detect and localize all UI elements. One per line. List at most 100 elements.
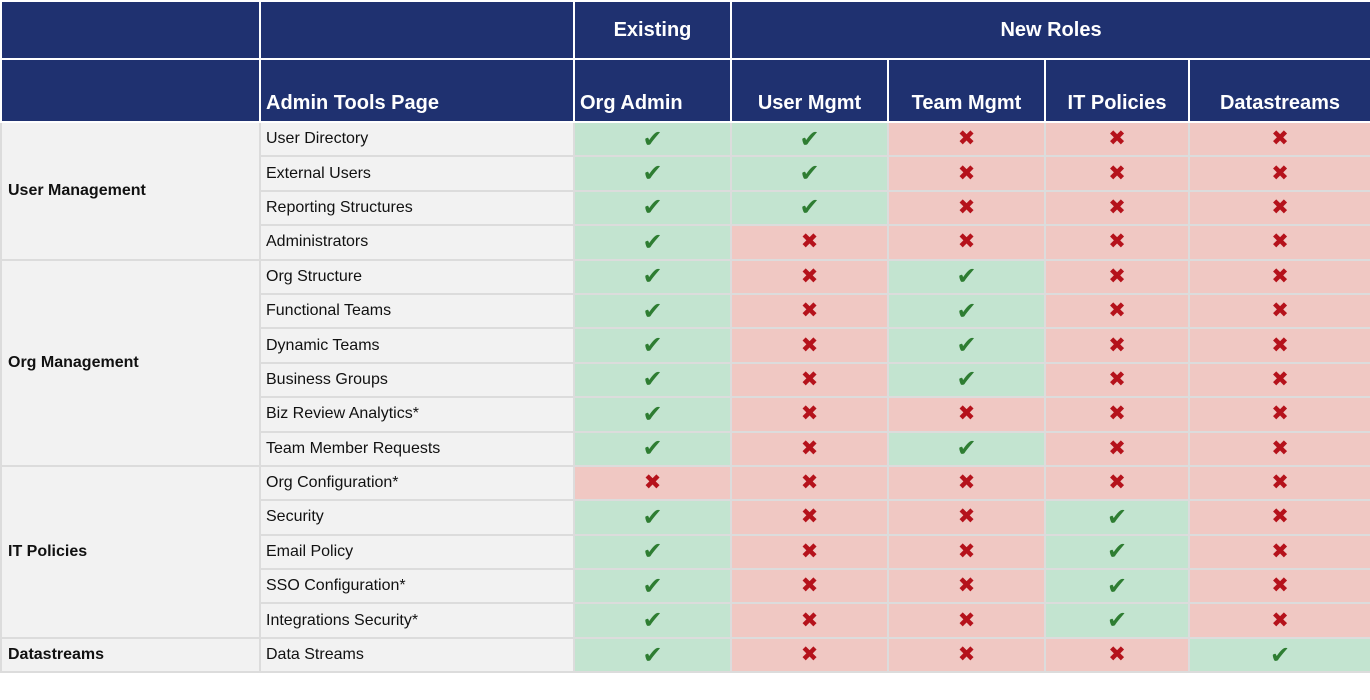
access-cell-user-mgmt: ✔ <box>730 189 889 227</box>
access-cell-user-mgmt: ✖ <box>730 499 889 536</box>
access-cell-user-mgmt: ✖ <box>730 396 889 433</box>
check-icon: ✔ <box>642 365 663 394</box>
table-row: Functional Teams ✔ ✖ ✔ ✖ ✖ <box>1 292 1370 330</box>
check-icon: ✔ <box>642 124 663 153</box>
table-row: Biz Review Analytics* ✔ ✖ ✖ ✖ ✖ <box>1 396 1370 433</box>
check-icon: ✔ <box>956 296 977 325</box>
table-row: Datastreams Data Streams ✔ ✖ ✖ ✖ ✔ <box>0 636 1370 674</box>
access-cell-it-policies: ✔ <box>1044 499 1190 536</box>
admin-page-name: Reporting Structures <box>259 189 575 227</box>
admin-page-name: SSO Configuration* <box>259 568 575 605</box>
cross-icon: ✖ <box>1108 298 1126 323</box>
table-row: Reporting Structures ✔ ✔ ✖ ✖ ✖ <box>1 189 1370 227</box>
cross-icon: ✖ <box>1108 194 1126 219</box>
access-cell-user-mgmt: ✖ <box>730 327 889 364</box>
check-icon: ✔ <box>1106 537 1128 566</box>
admin-page-name: External Users <box>259 155 575 192</box>
cross-icon: ✖ <box>1271 470 1289 495</box>
access-cell-user-mgmt: ✔ <box>730 155 889 192</box>
admin-page-name: Data Streams <box>259 636 575 674</box>
cross-icon: ✖ <box>957 642 976 667</box>
table-row: Email Policy ✔ ✖ ✖ ✔ ✖ <box>1 533 1370 571</box>
access-cell-it-policies: ✔ <box>1044 602 1190 639</box>
access-cell-user-mgmt: ✖ <box>730 533 889 571</box>
group-label: User Management <box>0 121 261 261</box>
access-cell-datastreams: ✖ <box>1187 396 1370 433</box>
access-cell-team-mgmt: ✖ <box>887 533 1046 571</box>
table-row: IT Policies Org Configuration* ✖ ✖ ✖ ✖ ✖ <box>0 464 1370 639</box>
column-header-user-mgmt: User Mgmt <box>730 58 889 123</box>
access-cell-datastreams: ✖ <box>1187 602 1370 639</box>
check-icon: ✔ <box>642 227 663 256</box>
access-cell-it-policies: ✖ <box>1044 361 1190 399</box>
cross-icon: ✖ <box>1108 642 1126 667</box>
check-icon: ✔ <box>642 262 663 291</box>
table-row: Business Groups ✔ ✖ ✔ ✖ ✖ <box>1 361 1370 399</box>
access-cell-org-admin: ✔ <box>573 361 732 399</box>
access-cell-it-policies: ✖ <box>1044 258 1190 295</box>
cross-icon: ✖ <box>957 229 976 254</box>
access-cell-user-mgmt: ✖ <box>730 602 889 639</box>
column-header-admin-tools-page: Admin Tools Page <box>259 58 575 123</box>
access-cell-team-mgmt: ✔ <box>887 361 1046 399</box>
check-icon: ✔ <box>1106 502 1128 531</box>
check-icon: ✔ <box>1106 606 1128 635</box>
access-cell-datastreams: ✖ <box>1187 499 1370 536</box>
cross-icon: ✖ <box>800 435 819 460</box>
access-cell-team-mgmt: ✖ <box>887 189 1046 227</box>
access-cell-team-mgmt: ✖ <box>887 568 1046 605</box>
cross-icon: ✖ <box>800 229 819 254</box>
access-cell-datastreams: ✖ <box>1187 155 1370 192</box>
admin-page-name: Team Member Requests <box>259 430 575 467</box>
access-cell-datastreams: ✖ <box>1187 224 1370 261</box>
access-cell-org-admin: ✔ <box>573 602 732 639</box>
check-icon: ✔ <box>799 124 820 153</box>
check-icon: ✔ <box>956 434 977 463</box>
cross-icon: ✖ <box>800 607 819 632</box>
access-cell-it-policies: ✖ <box>1044 327 1190 364</box>
access-cell-team-mgmt: ✖ <box>887 155 1046 192</box>
cross-icon: ✖ <box>1271 435 1289 460</box>
check-icon: ✔ <box>1106 571 1128 600</box>
check-icon: ✔ <box>642 640 663 669</box>
admin-page-name: Biz Review Analytics* <box>259 396 575 433</box>
access-cell-org-admin: ✔ <box>573 292 732 330</box>
access-cell-datastreams: ✖ <box>1187 292 1370 330</box>
column-header-datastreams: Datastreams <box>1187 58 1370 123</box>
cross-icon: ✖ <box>800 470 819 495</box>
cross-icon: ✖ <box>800 366 819 391</box>
access-cell-user-mgmt: ✖ <box>730 636 889 674</box>
check-icon: ✔ <box>642 434 663 463</box>
cross-icon: ✖ <box>1271 160 1289 185</box>
admin-page-name: Administrators <box>259 224 575 261</box>
check-icon: ✔ <box>642 606 663 635</box>
access-cell-user-mgmt: ✖ <box>730 224 889 261</box>
cross-icon: ✖ <box>1108 229 1126 254</box>
column-header-group <box>0 58 261 123</box>
access-cell-it-policies: ✖ <box>1044 430 1190 467</box>
cross-icon: ✖ <box>800 332 819 357</box>
access-cell-org-admin: ✔ <box>573 155 732 192</box>
access-cell-it-policies: ✖ <box>1044 120 1190 158</box>
access-cell-it-policies: ✖ <box>1044 396 1190 433</box>
cross-icon: ✖ <box>1271 194 1289 219</box>
access-cell-team-mgmt: ✖ <box>887 499 1046 536</box>
access-cell-it-policies: ✖ <box>1044 636 1190 674</box>
check-icon: ✔ <box>642 399 663 428</box>
access-cell-org-admin: ✔ <box>573 189 732 227</box>
column-header-team-mgmt: Team Mgmt <box>887 58 1046 123</box>
cross-icon: ✖ <box>1271 263 1289 288</box>
cross-icon: ✖ <box>1271 298 1289 323</box>
access-cell-datastreams: ✖ <box>1187 533 1370 571</box>
access-cell-org-admin: ✔ <box>573 327 732 364</box>
admin-page-name: Org Structure <box>259 258 575 295</box>
access-cell-it-policies: ✖ <box>1044 464 1190 502</box>
check-icon: ✔ <box>642 502 663 531</box>
access-cell-team-mgmt: ✖ <box>887 224 1046 261</box>
header-new-roles: New Roles <box>729 0 1370 60</box>
table-row: User Management User Directory ✔ ✔ ✖ ✖ ✖ <box>0 120 1370 261</box>
admin-page-name: Dynamic Teams <box>259 327 575 364</box>
access-cell-it-policies: ✔ <box>1044 533 1190 571</box>
cross-icon: ✖ <box>1108 366 1126 391</box>
table-row: Dynamic Teams ✔ ✖ ✔ ✖ ✖ <box>1 327 1370 364</box>
